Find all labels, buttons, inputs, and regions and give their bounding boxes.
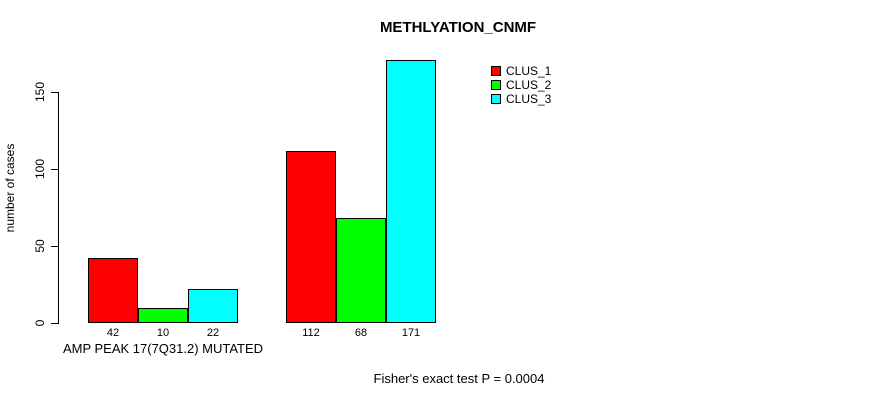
y-tick-mark bbox=[51, 92, 58, 93]
y-tick-label: 150 bbox=[33, 81, 47, 103]
legend: CLUS_1 CLUS_2 CLUS_3 bbox=[491, 64, 551, 106]
bar-clus_1-group1 bbox=[88, 258, 138, 323]
bar-value-label: 68 bbox=[354, 327, 368, 339]
legend-row-clus_1: CLUS_1 bbox=[491, 64, 551, 78]
legend-swatch-clus_1 bbox=[491, 66, 501, 76]
bar-value-label: 10 bbox=[156, 327, 170, 339]
chart-title: METHLYATION_CNMF bbox=[379, 19, 537, 36]
legend-row-clus_3: CLUS_3 bbox=[491, 92, 551, 106]
y-tick-mark bbox=[51, 246, 58, 247]
group-label: AMP PEAK 17(7Q31.2) MUTATED bbox=[62, 341, 264, 356]
bar-clus_2-group1 bbox=[138, 308, 188, 323]
bar-clus_3-group2 bbox=[386, 60, 436, 323]
bar-value-label: 22 bbox=[206, 327, 220, 339]
legend-label: CLUS_2 bbox=[506, 78, 552, 92]
y-tick-label: 50 bbox=[33, 239, 47, 253]
bar-value-label: 112 bbox=[302, 327, 320, 339]
legend-label: CLUS_1 bbox=[506, 64, 552, 78]
y-tick-mark bbox=[51, 323, 58, 324]
bar-clus_3-group1 bbox=[188, 289, 238, 323]
bar-clus_1-group2 bbox=[286, 151, 336, 323]
bar-value-label: 42 bbox=[106, 327, 120, 339]
bar-clus_2-group2 bbox=[336, 218, 386, 323]
fisher-test-annotation: Fisher's exact test P = 0.0004 bbox=[373, 371, 545, 386]
y-tick-mark bbox=[51, 169, 58, 170]
y-tick-label: 100 bbox=[33, 158, 47, 180]
y-axis-line bbox=[58, 92, 59, 324]
legend-row-clus_2: CLUS_2 bbox=[491, 78, 551, 92]
y-tick-label: 0 bbox=[33, 319, 47, 327]
legend-label: CLUS_3 bbox=[506, 92, 552, 106]
y-axis-title: number of cases bbox=[3, 143, 17, 233]
legend-swatch-clus_2 bbox=[491, 80, 501, 90]
bar-value-label: 171 bbox=[401, 327, 421, 339]
legend-swatch-clus_3 bbox=[491, 94, 501, 104]
